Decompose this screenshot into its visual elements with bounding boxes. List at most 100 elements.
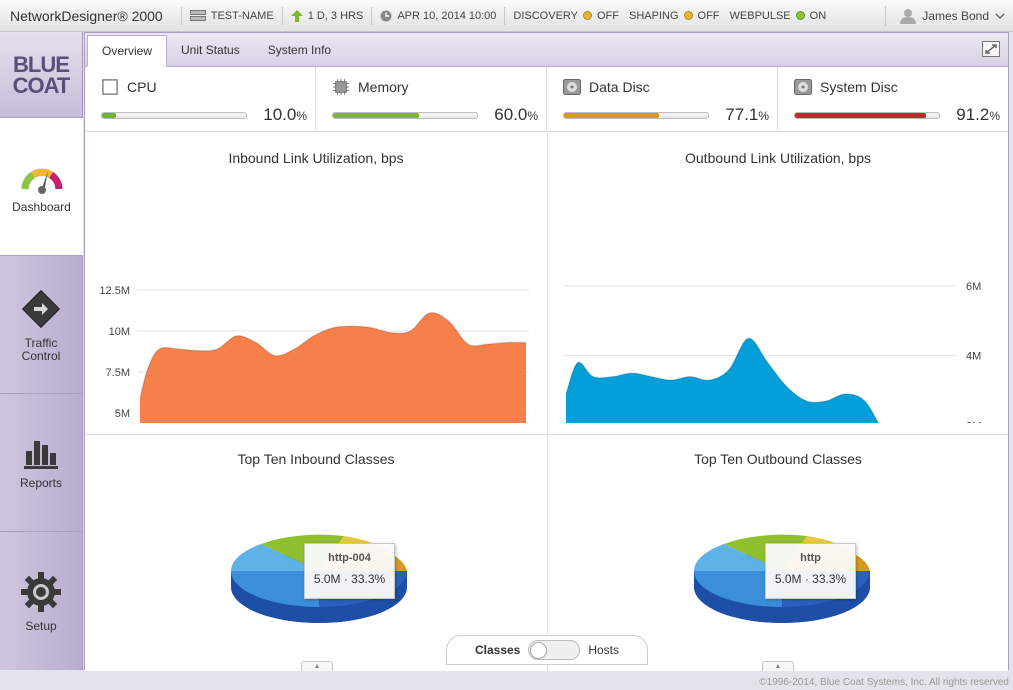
tab-unit-status[interactable]: Unit Status: [181, 43, 240, 57]
chevron-up-icon[interactable]: ▲: [301, 661, 333, 671]
y-tick-label: 5M: [115, 408, 130, 420]
datetime-segment: APR 10, 2014 10:00: [380, 10, 496, 22]
divider: [885, 5, 887, 26]
copyright-notice: ©1996-2014, Blue Coat Systems, Inc. All …: [759, 677, 1009, 688]
top-status-bar: NetworkDesigner® 2000 TEST-NAME 1 D, 3 H…: [0, 0, 1013, 32]
expand-icon[interactable]: [982, 41, 1000, 57]
divider: [281, 6, 283, 25]
user-icon: [900, 8, 917, 24]
cpu-icon: [102, 79, 118, 95]
y-tick-label: 6M: [966, 281, 981, 293]
device-name-segment: TEST-NAME: [189, 9, 274, 22]
chart-title: Top Ten Outbound Classes: [694, 451, 862, 467]
logo-text: BLUE COAT: [12, 51, 71, 98]
memory-usage-bar: [332, 112, 478, 119]
chart-title: Outbound Link Utilization, bps: [685, 150, 871, 166]
blue-coat-logo: BLUE COAT: [0, 32, 82, 118]
metric-value: 10.0%: [263, 105, 307, 124]
metric-label: System Disc: [820, 79, 898, 95]
divider: [180, 6, 182, 25]
shaping-status[interactable]: SHAPING OFF: [629, 10, 720, 22]
gauge-icon: [20, 168, 63, 194]
user-menu[interactable]: James Bond: [885, 5, 1013, 26]
gear-icon: [21, 571, 61, 612]
logo-line-1: BLUE: [13, 51, 70, 77]
sidebar-item-reports[interactable]: Reports: [0, 394, 82, 532]
y-tick-label: 10M: [109, 326, 130, 338]
tab-system-info[interactable]: System Info: [267, 43, 332, 57]
toggle-right-label: Hosts: [588, 643, 620, 657]
logo-line-2: COAT: [12, 72, 71, 98]
uptime-segment: 1 D, 3 HRS: [290, 9, 364, 22]
shaping-state: OFF: [697, 9, 720, 22]
sidebar-item-traffic-control[interactable]: Traffic Control: [0, 256, 82, 394]
y-tick-label: 7.5M: [106, 367, 130, 379]
device-name: TEST-NAME: [210, 9, 274, 22]
bar-fill: [102, 113, 117, 118]
metric-memory: Memory 60.0%: [316, 67, 547, 131]
metrics-row: CPU 10.0% Memory 60.0% Data Disc 77.1%: [85, 67, 1008, 132]
area-series: [566, 338, 879, 423]
inbound-area-chart: 0M2.5M5M7.5M10M12.5M06:29:3006:30:0006:3…: [99, 285, 529, 423]
clock-icon: [380, 10, 392, 21]
toggle-left-label: Classes: [474, 643, 521, 657]
discovery-status[interactable]: DISCOVERY OFF: [513, 10, 619, 22]
server-icon: [189, 10, 206, 21]
app-title: NetworkDesigner® 2000: [10, 7, 163, 24]
cpu-usage-bar: [101, 112, 247, 119]
tooltip-name: http: [800, 552, 821, 564]
discovery-state: OFF: [597, 9, 619, 22]
inbound-chart-panel: Inbound Link Utilization, bps 0M2.5M5M7.…: [85, 133, 547, 433]
chart-title: Top Ten Inbound Classes: [237, 451, 395, 467]
datetime-value: APR 10, 2014 10:00: [397, 9, 497, 22]
status-dot-icon: [683, 11, 693, 20]
metric-label: Memory: [358, 79, 409, 95]
up-arrow-icon: [290, 9, 303, 22]
shaping-label: SHAPING: [629, 9, 679, 22]
toggle-knob[interactable]: [530, 642, 548, 659]
sidebar-item-label: Dashboard: [12, 200, 71, 214]
webpulse-status[interactable]: WEBPULSE ON: [730, 10, 827, 22]
panel-divider: [547, 133, 548, 671]
metric-value: 60.0%: [494, 105, 538, 124]
data-disc-usage-bar: [563, 112, 709, 119]
metric-label: CPU: [127, 79, 157, 95]
outbound-area-chart: 0M2M4M6M06:29:3006:30:0006:30:3006:31:00: [563, 281, 981, 423]
sidebar-item-label: Traffic Control: [21, 335, 61, 363]
toggle-switch[interactable]: [528, 640, 581, 660]
chevron-up-icon[interactable]: ▲: [762, 661, 794, 671]
divider: [504, 6, 506, 25]
tooltip-value: 5.0M · 33.3%: [774, 572, 847, 586]
tab-bar: Overview Unit Status System Info: [85, 33, 1008, 67]
status-dot-icon: [795, 11, 805, 20]
webpulse-state: ON: [809, 9, 827, 22]
uptime-value: 1 D, 3 HRS: [307, 9, 364, 22]
outbound-pie-panel: Top Ten Outbound Classes http 5.0M · 33.…: [548, 435, 1008, 671]
main-panel: Overview Unit Status System Info CPU 10.…: [84, 32, 1009, 671]
bar-fill: [333, 113, 420, 118]
sidebar: BLUE COAT Dashboard Traffic Control Re: [0, 32, 83, 670]
divider: [371, 6, 373, 25]
user-name: James Bond: [922, 8, 989, 23]
traffic-control-icon: [21, 289, 61, 328]
series-line: [139, 311, 527, 399]
tooltip-name: http-004: [328, 552, 371, 564]
sidebar-item-dashboard[interactable]: Dashboard: [0, 118, 83, 256]
series-line: [565, 337, 880, 423]
inbound-pie-panel: Top Ten Inbound Classes http-004 5.0M · …: [85, 435, 547, 671]
sidebar-item-label: Setup: [25, 618, 57, 633]
bar-fill: [795, 113, 927, 118]
tab-overview[interactable]: Overview: [87, 35, 168, 67]
chart-title: Inbound Link Utilization, bps: [228, 150, 404, 166]
webpulse-label: WEBPULSE: [729, 9, 791, 22]
pie-tooltip: http 5.0M · 33.3%: [765, 543, 856, 599]
classes-hosts-toggle[interactable]: Classes Hosts: [446, 635, 648, 665]
system-disc-usage-bar: [794, 112, 940, 119]
bar-chart-icon: [24, 441, 58, 469]
sidebar-item-setup[interactable]: Setup: [0, 532, 82, 670]
disc-icon: [563, 79, 581, 95]
panel-divider: [85, 434, 1008, 435]
memory-chip-icon: [333, 79, 349, 95]
metric-value: 77.1%: [725, 105, 769, 124]
status-dot-icon: [583, 11, 592, 20]
